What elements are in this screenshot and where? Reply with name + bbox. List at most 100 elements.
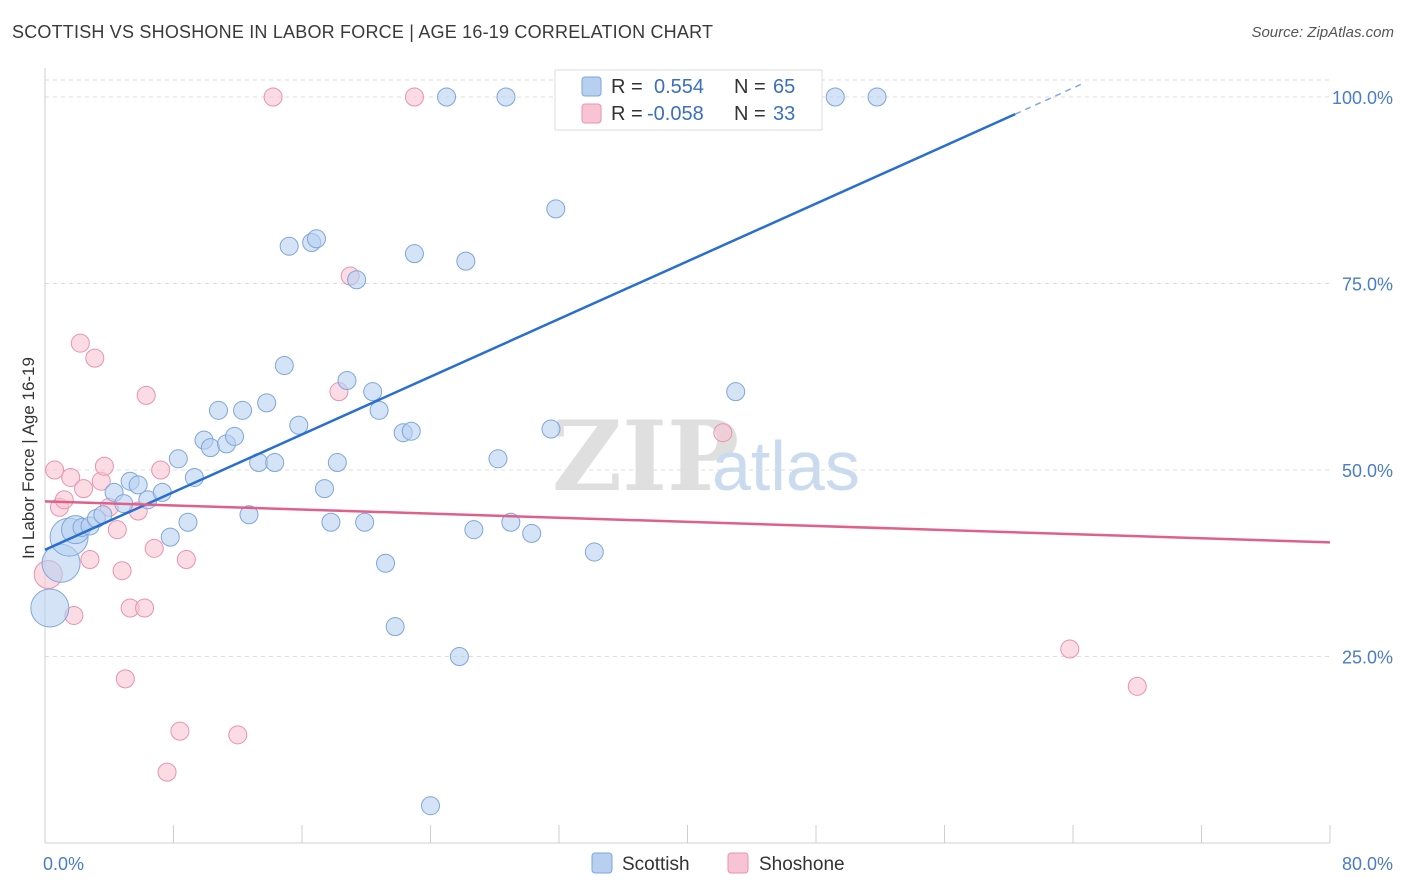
scottish-point-40 [369,400,389,420]
shoshone-point-31 [1060,639,1080,659]
scottish-point-49 [456,251,476,271]
y-tick-labels: 25.0% 50.0% 75.0% 100.0% [1332,88,1393,668]
scottish-point-16 [178,512,198,532]
shoshone-point-3 [54,490,74,510]
bottom-legend-swatch-shoshone [727,852,749,874]
watermark: ZIP atlas [552,400,860,513]
scottish-point-61 [825,87,845,107]
shoshone-point-11 [94,456,114,476]
scottish-point-53 [496,87,516,107]
top-legend: R = 0.554 N = 65 R = -0.058 N = 33 [554,69,823,131]
shoshone-point-19 [136,385,156,405]
chart-title: SCOTTISH VS SHOSHONE IN LABOR FORCE | AG… [12,22,714,42]
trend-lines [44,83,1331,551]
scottish-point-38 [355,512,375,532]
scottish-point-20 [208,400,228,420]
scottish-point-24 [239,505,259,525]
x-tick-label-min: 0.0% [43,854,84,874]
scottish-point-41 [376,553,396,573]
shoshone-point-30 [713,423,733,443]
scottish-point-50 [464,520,484,540]
scottish-point-15 [168,449,188,469]
shoshone-point-1 [45,460,65,480]
scottish-point-47 [437,87,457,107]
scottish-point-46 [421,796,440,816]
shoshone-point-8 [80,550,100,570]
legend-n-value-shoshone: 33 [773,103,795,125]
legend-r-label-scottish: R = [611,76,643,98]
shoshone-point-6 [70,333,90,353]
scottish-point-27 [265,453,285,473]
scottish-point-62 [867,87,887,107]
x-tick-labels: 0.0% 80.0% [43,854,1393,874]
watermark-atlas: atlas [712,427,860,505]
scottish-point-48 [449,647,469,666]
shoshone-point-25 [228,725,248,745]
shoshone-point-22 [157,762,177,782]
y-tick-label-100: 100.0% [1332,88,1393,108]
gridlines [45,79,1330,657]
legend-r-label-shoshone: R = [611,103,643,125]
scottish-point-22 [225,426,245,446]
shoshone-point-4 [61,467,81,487]
scottish-point-34 [321,512,341,532]
shoshone-point-32 [1127,676,1147,696]
shoshone-point-26 [263,87,283,107]
shoshone-point-9 [85,348,105,368]
scottish-point-29 [279,236,299,256]
bottom-legend-swatch-scottish [591,852,613,874]
scottish-point-26 [257,393,277,413]
scottish-trend-line [44,113,1016,551]
bottom-legend: Scottish Shoshone [591,852,845,875]
scottish-point-36 [337,370,357,390]
shoshone-point-20 [144,538,164,558]
scottish-point-11 [128,475,148,495]
scottish-point-44 [401,421,421,441]
scottish-point-60 [726,382,746,402]
scottish-point-42 [385,617,405,637]
shoshone-point-14 [112,561,132,581]
legend-r-value-scottish: 0.554 [654,76,704,98]
x-tick-label-max: 80.0% [1342,854,1393,874]
scottish-point-14 [160,527,180,547]
legend-n-label-scottish: N = [734,76,766,98]
y-tick-label-50: 50.0% [1342,461,1393,481]
y-tick-label-25: 25.0% [1342,648,1393,668]
shoshone-point-15 [115,669,135,689]
scottish-point-39 [363,382,383,402]
bottom-legend-scottish: Scottish [622,854,690,875]
shoshone-point-23 [170,721,190,741]
scottish-point-51 [488,449,508,469]
shoshone-point-21 [151,460,171,480]
legend-n-label-shoshone: N = [734,103,766,125]
y-axis-label: In Labor Force | Age 16-19 [19,357,38,559]
scottish-point-0 [30,588,70,628]
shoshone-point-13 [107,520,127,540]
scottish-point-56 [546,199,566,219]
shoshone-point-24 [176,550,196,570]
watermark-zip: ZIP [552,400,739,513]
legend-r-value-shoshone: -0.058 [647,103,704,125]
scottish-point-55 [541,419,561,439]
scottish-point-30 [289,415,309,435]
scottish-point-57 [584,542,604,562]
scottish-point-37 [347,270,367,290]
scottish-point-35 [327,453,347,473]
shoshone-point-29 [404,87,424,107]
scottish-point-52 [501,512,521,532]
shoshone-trend-line [44,500,1331,544]
scottish-point-45 [404,244,424,264]
scottish-point-32 [306,229,326,249]
scottish-point-19 [200,438,220,458]
shoshone-point-7 [74,479,94,499]
scottish-point-54 [522,523,542,543]
scottish-point-23 [233,400,253,420]
scottish-point-28 [274,356,294,376]
legend-n-value-scottish: 65 [773,76,795,98]
source-label: Source: ZipAtlas.com [1251,24,1394,41]
axes [44,68,1331,844]
legend-swatch-scottish [581,76,602,97]
shoshone-point-18 [135,598,155,618]
bottom-legend-shoshone: Shoshone [759,854,845,875]
